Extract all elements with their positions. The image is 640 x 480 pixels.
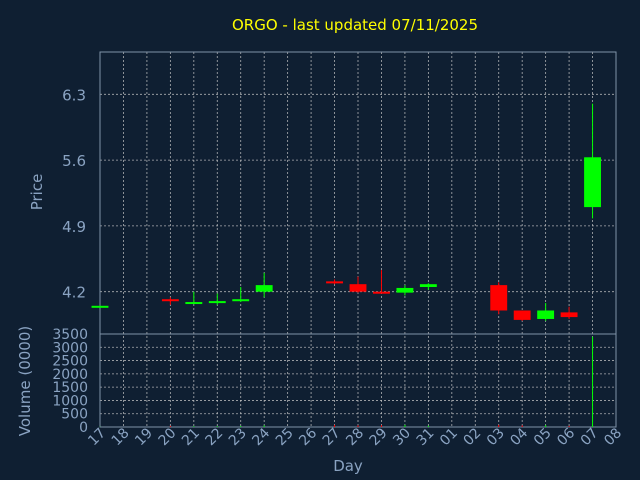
candle-body [396,287,414,293]
volume-tick-label: 2000 [52,367,88,383]
candle-body [513,310,531,320]
price-tick-label: 4.9 [62,218,86,236]
candle-body [161,299,179,302]
x-tick-label: 01 [437,425,461,449]
x-tick-label: 07 [578,425,602,449]
x-tick-label: 25 [273,425,297,449]
x-tick-label: 02 [460,425,484,449]
candle-body [91,305,109,308]
candle-body [349,284,367,292]
x-tick-label: 23 [226,425,250,449]
price-tick-label: 6.3 [62,86,86,104]
candle-body [560,312,578,318]
x-tick-label: 19 [132,425,156,449]
x-axis-label: Day [333,457,363,475]
x-tick-label: 29 [367,425,391,449]
x-tick-label: 04 [507,425,531,449]
x-tick-label: 21 [179,425,203,449]
candle-body [537,310,555,319]
chart-title: ORGO - last updated 07/11/2025 [232,16,478,34]
volume-tick-label: 3000 [52,340,88,356]
volume-tick-label: 0 [79,420,88,436]
x-tick-label: 17 [85,425,109,449]
x-tick-label: 03 [484,425,508,449]
volume-tick-label: 1500 [52,380,88,396]
x-tick-label: 18 [109,425,133,449]
x-tick-label: 28 [343,425,367,449]
candle-body [232,299,250,302]
x-tick-label: 05 [531,425,555,449]
x-tick-label: 06 [554,425,578,449]
x-tick-label: 08 [601,425,625,449]
candle-body [326,281,343,284]
candle-body [373,291,390,294]
candle-body [584,157,601,208]
candle-body [490,285,508,311]
candle-body [419,284,437,287]
volume-tick-label: 3500 [52,327,88,343]
volume-tick-label: 2500 [52,354,88,370]
volume-axis-label: Volume (0000) [16,326,34,436]
candle-body [255,285,273,292]
x-tick-label: 22 [202,425,226,449]
candle-body [185,302,203,305]
x-tick-label: 30 [390,425,414,449]
x-tick-label: 20 [156,425,180,449]
x-tick-label: 26 [296,425,320,449]
x-tick-label: 31 [414,425,438,449]
volume-tick-label: 500 [61,407,88,423]
volume-tick-label: 1000 [52,393,88,409]
candle-body [208,301,226,304]
price-axis-label: Price [28,174,46,211]
price-tick-label: 4.2 [62,284,86,302]
price-tick-label: 5.6 [62,152,86,170]
x-tick-label: 27 [320,425,344,449]
x-tick-label: 24 [249,425,273,449]
